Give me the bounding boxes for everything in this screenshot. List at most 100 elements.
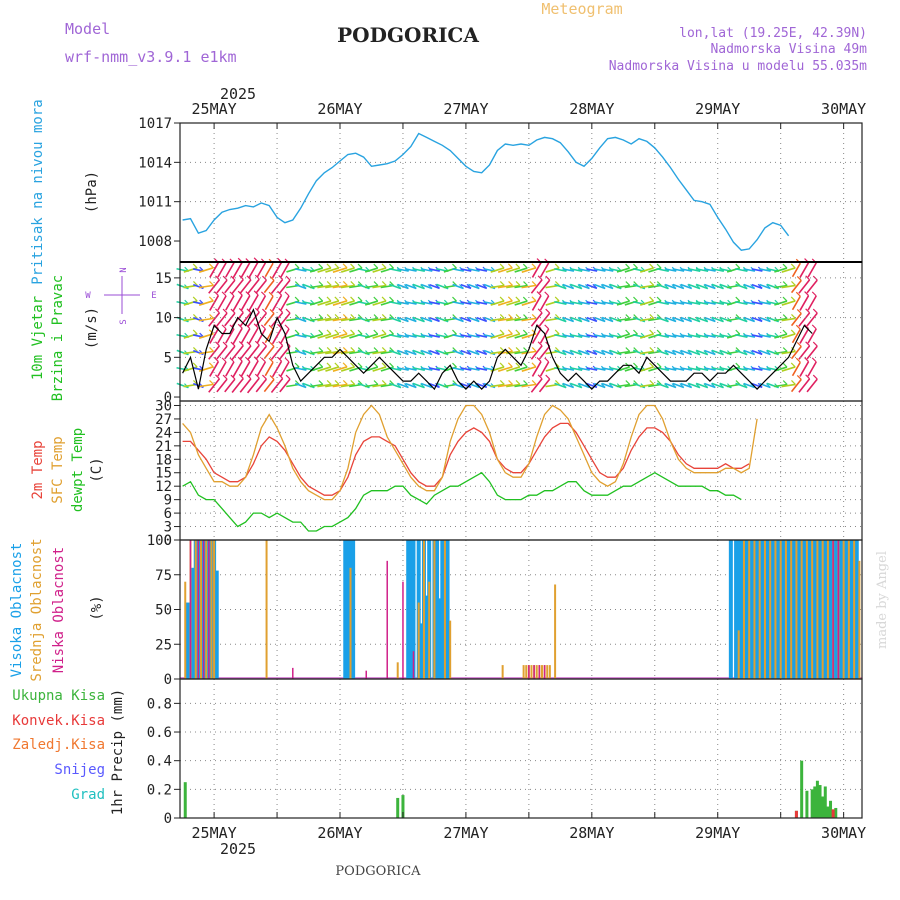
low-cloud-bar: [412, 651, 415, 679]
wind-barb: [429, 382, 440, 389]
wind-barb: [790, 378, 802, 393]
wind-barb-feather: [735, 380, 741, 385]
wind-barb: [256, 295, 267, 311]
wind-barb: [562, 301, 575, 305]
wind-barb: [497, 333, 513, 339]
wind-barb: [357, 349, 370, 356]
wind-barb-feather: [757, 283, 763, 289]
wind-barb: [490, 333, 505, 339]
wind-barb: [514, 267, 528, 273]
wind-barb: [405, 316, 417, 323]
wind-barb-feather: [221, 357, 227, 363]
wind-barb-feather: [452, 296, 457, 302]
low-cloud-bar: [197, 540, 200, 679]
wind-barb: [452, 334, 464, 338]
wind-barb: [521, 366, 537, 372]
wind-barb-feather: [782, 314, 788, 319]
wind-barb: [807, 361, 817, 377]
wind-barb: [209, 262, 220, 278]
mid-cloud-bar: [184, 581, 187, 679]
mid-cloud-bar: [199, 540, 202, 679]
wind-barb-feather: [389, 314, 395, 319]
wind-barb-feather: [294, 263, 300, 269]
day-label-top: 27MAY: [443, 100, 488, 118]
wind-barb-feather: [318, 314, 324, 319]
wind-barb-feather: [208, 362, 214, 368]
high-cloud-bar: [185, 602, 190, 679]
wind-barb: [759, 268, 771, 272]
y-tick-label: 6: [164, 506, 172, 522]
low-cloud-bar: [533, 665, 535, 679]
wind-barb: [799, 328, 810, 344]
wind-barb-feather: [782, 380, 788, 385]
wind-barb: [711, 267, 724, 273]
wind-barb-feather: [625, 347, 631, 352]
wind-barb: [759, 349, 771, 356]
wind-barb-feather: [326, 263, 332, 269]
wind-barb: [593, 367, 606, 371]
wind-barb: [420, 334, 433, 338]
wind-barb-feather: [427, 350, 433, 355]
wind-barb: [224, 312, 236, 327]
wind-barb: [521, 317, 537, 322]
wind-barb-feather: [389, 329, 394, 335]
wind-barb-feather: [544, 291, 550, 297]
wind-barb-feather: [269, 308, 275, 314]
wind-barb: [554, 316, 567, 323]
wind-barb: [460, 283, 472, 290]
wind-barb: [735, 267, 748, 273]
wind-barb-feather: [735, 362, 741, 368]
legend-hail: Grad: [71, 787, 105, 803]
wind-barb: [397, 268, 409, 272]
mid-cloud-bar: [763, 540, 766, 679]
wind-barb: [656, 300, 669, 306]
wind-barb: [554, 333, 567, 339]
wind-barb-feather: [268, 357, 274, 363]
wind-barb: [302, 382, 315, 389]
wind-barb-feather: [508, 280, 514, 286]
wind-barb-feather: [600, 284, 606, 289]
wind-barb: [531, 262, 542, 278]
wind-barb-feather: [537, 308, 543, 314]
wind-barb-feather: [499, 263, 505, 269]
wind-barb: [616, 300, 630, 306]
wind-barb-feather: [522, 296, 528, 302]
wind-barb-feather: [221, 324, 227, 330]
wind-barb: [554, 349, 567, 356]
wind-barb-feather: [796, 308, 802, 314]
wind-ylabel: 10m Vjetar Brzina i Pravac (m/s) N W E S: [30, 267, 157, 401]
wind-barb: [340, 284, 355, 289]
wind-barb: [317, 333, 332, 339]
wind-barb-feather: [208, 296, 214, 302]
wind-barb: [246, 278, 260, 295]
high-cloud-bar: [807, 540, 812, 679]
wind-barb-feather: [656, 263, 662, 269]
wind-barb: [476, 349, 488, 356]
wind-barb: [711, 283, 724, 290]
wind-barb: [364, 333, 379, 339]
cloud-label-mid: Srednja Oblacnost: [29, 538, 45, 681]
wind-barb: [309, 267, 323, 273]
day-label-bottom: 29MAY: [695, 824, 740, 842]
wind-barb: [766, 283, 779, 290]
wind-barb: [428, 367, 440, 371]
wind-barb: [799, 262, 810, 278]
wind-barb-feather: [523, 281, 528, 286]
wind-barb: [521, 284, 537, 289]
wind-barb-feather: [600, 383, 606, 388]
wind-barb-feather: [649, 281, 655, 286]
wind-barb: [562, 316, 574, 323]
wind-barb: [781, 284, 796, 289]
wind-barb: [452, 283, 464, 290]
wind-barb-feather: [482, 283, 488, 289]
wind-barb: [436, 316, 449, 323]
high-cloud-bar: [406, 540, 411, 679]
wind-barb: [562, 382, 574, 389]
wind-barb: [664, 382, 677, 389]
elevation-text: Nadmorska Visina 49m: [710, 42, 867, 57]
wind-barb: [224, 345, 236, 360]
wind-barb-feather: [261, 341, 267, 347]
day-label-top: 29MAY: [695, 100, 740, 118]
wind-barb: [639, 317, 654, 322]
y-tick-label: 75: [155, 568, 172, 584]
